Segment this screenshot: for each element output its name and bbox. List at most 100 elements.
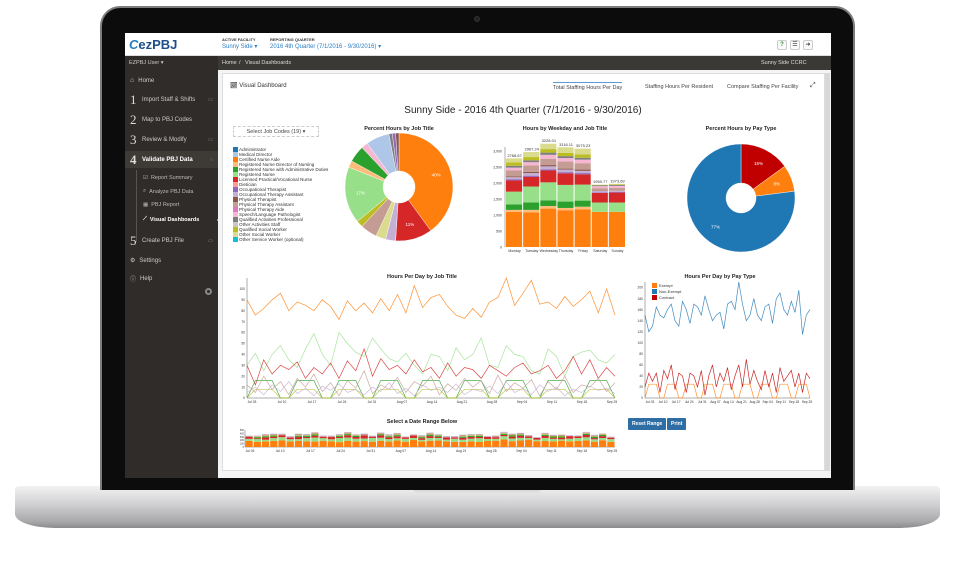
y-tick-label: 40: [639, 374, 643, 378]
brush-bar-segment: [459, 434, 467, 437]
brush-bar-segment: [352, 441, 360, 447]
legend-item[interactable]: Registered Nurse: [233, 172, 321, 177]
legend-item[interactable]: Qualified Activities Professional: [233, 217, 321, 222]
legend-item[interactable]: Certified Nurse Aide: [233, 157, 321, 162]
facility-select[interactable]: Sunny Side ▾: [222, 44, 258, 50]
brush-bar-segment: [467, 436, 475, 439]
brush-bar-segment: [352, 437, 360, 439]
brush-bar-segment: [303, 436, 311, 439]
brush-bar-segment: [352, 435, 360, 438]
expand-icon[interactable]: ⤢: [810, 82, 816, 89]
legend-item[interactable]: Administrator: [233, 147, 321, 152]
sidebar-item-validate[interactable]: 4 Validate PBJ Data ○: [125, 151, 218, 168]
sidebar-item-review[interactable]: 3 Review & Modify ▭: [125, 131, 218, 148]
brush-bar-segment: [434, 436, 442, 438]
brush-bar-segment: [574, 435, 582, 437]
brush-bar-segment: [409, 434, 418, 436]
user-menu[interactable]: EZPBJ User ▾: [129, 60, 164, 66]
legend-item[interactable]: Occupational Therapist: [233, 187, 321, 192]
app-screen: CezPBJ ACTIVE FACILITY Sunny Side ▾ REPO…: [125, 33, 831, 478]
bar-segment: [506, 158, 523, 163]
sidebar-item-map[interactable]: 2 Map to PBJ Codes: [125, 111, 218, 128]
menu-icon[interactable]: ☰: [790, 40, 800, 50]
legend-item[interactable]: Physical Therapy Aide: [233, 207, 321, 212]
sidebar-item-import[interactable]: 1 Import Staff & Shifts ▭: [125, 91, 218, 108]
slice-label: 15%: [754, 161, 763, 166]
bar-segment: [608, 190, 625, 192]
print-button[interactable]: Print: [667, 418, 687, 430]
bar-segment: [523, 162, 540, 166]
sidebar-subitem-pbj-report[interactable]: ▦ PBJ Report: [143, 202, 179, 208]
y-tick-label: 40: [241, 353, 245, 357]
bar-segment: [523, 202, 540, 210]
x-tick-label: Wednesday: [540, 249, 559, 253]
collapse-sidebar-toggle[interactable]: [205, 288, 212, 295]
breadcrumb-home[interactable]: Home: [222, 60, 237, 66]
brush-bar-segment: [311, 432, 319, 435]
job-codes-select[interactable]: Select Job Codes (19) ▾: [233, 126, 319, 137]
brush-bar-segment: [393, 436, 401, 439]
brush-bar-segment: [270, 434, 278, 436]
brush-bar-segment: [270, 438, 278, 441]
brush-bar-segment: [557, 436, 566, 438]
legend-item[interactable]: Physical Therapy Assistant: [233, 202, 321, 207]
legend-item[interactable]: Physical Therapist: [233, 197, 321, 202]
sidebar-item-settings[interactable]: ⚙ Settings: [125, 252, 218, 269]
brush-bar-segment: [385, 436, 393, 438]
brush-bar-segment: [541, 434, 549, 436]
subitem-label: PBJ Report: [151, 202, 180, 208]
sidebar-subitem-report-summary[interactable]: ☑ Report Summary: [143, 175, 193, 181]
logo-text: ezPBJ: [138, 37, 178, 52]
legend-item[interactable]: Registered Nurse with Administrative Dut…: [233, 167, 328, 172]
legend-label: Other Social Worker: [239, 232, 281, 237]
legend-label: Administrator: [239, 147, 267, 152]
legend-item[interactable]: Other Service Worker (optional): [233, 237, 321, 242]
tab-total-staffing[interactable]: Total Staffing Hours Per Day: [553, 82, 623, 91]
legend-item[interactable]: Other Activities Staff: [233, 222, 321, 227]
legend-item[interactable]: Licensed Practical/Vocational Nurse: [233, 177, 321, 182]
brush-bar-segment: [303, 435, 311, 437]
x-tick-label: Jul 03: [248, 400, 257, 404]
legend-swatch: [233, 147, 238, 152]
brush-bar-segment: [467, 435, 475, 437]
brush-bar-segment: [516, 433, 525, 435]
legend-swatch: [233, 157, 238, 162]
legend-item[interactable]: Dietician: [233, 182, 321, 187]
brush-bar-segment: [360, 433, 368, 436]
bar-segment: [540, 170, 557, 183]
bar-segment: [557, 161, 574, 169]
legend-item[interactable]: Other Social Worker: [233, 232, 321, 237]
logo[interactable]: CezPBJ: [129, 37, 178, 52]
legend-label: Registered Nurse Director of Nursing: [239, 162, 315, 167]
scrollbar[interactable]: [825, 73, 830, 471]
legend-item[interactable]: Medical Director: [233, 152, 321, 157]
sidebar-subitem-visual-dashboards[interactable]: ⟋ Visual Dashboards: [143, 216, 199, 223]
brush-bar-segment: [492, 438, 500, 441]
dashboard-heading: 📈︎ Visual Dashboard: [230, 82, 287, 89]
x-tick-label: Jul 03: [646, 400, 655, 404]
x-tick-label: Sep 04: [517, 400, 528, 404]
legend-item[interactable]: Qualified Social Worker: [233, 227, 321, 232]
y-tick-label: 200: [240, 439, 245, 442]
logout-icon[interactable]: ➜: [803, 40, 813, 50]
legend-item[interactable]: Registered Nurse Director of Nursing: [233, 162, 321, 167]
legend-item[interactable]: Occupational Therapy Assistant: [233, 192, 321, 197]
y-tick-label: 20: [241, 374, 245, 378]
bar-segment: [557, 147, 574, 153]
sidebar-subitem-analyze[interactable]: ⌕ Analyze PBJ Data: [143, 188, 193, 195]
reset-range-button[interactable]: Reset Range: [628, 418, 667, 430]
brush-bar-segment: [451, 435, 459, 437]
legend-item[interactable]: Speech/Language Pathologist: [233, 212, 321, 217]
help-icon[interactable]: ?: [777, 40, 787, 50]
legend-swatch: [652, 295, 657, 300]
brush-bar-segment: [590, 436, 599, 438]
sidebar-item-help[interactable]: ⓘ Help: [125, 270, 218, 287]
sidebar-item-home[interactable]: ⌂ Home: [125, 72, 218, 89]
chart-title: Select a Date Range Below: [387, 419, 458, 425]
tab-compare-facility[interactable]: Compare Staffing Per Facility: [727, 84, 799, 90]
brush-bar-segment: [253, 436, 261, 438]
tab-staffing-per-resident[interactable]: Staffing Hours Per Resident: [645, 84, 714, 90]
sidebar-item-create[interactable]: 5 Create PBJ File ▭: [125, 232, 218, 249]
x-tick-label: Saturday: [593, 249, 607, 253]
quarter-select[interactable]: 2016 4th Quarter (7/1/2016 - 9/30/2016) …: [270, 44, 382, 50]
